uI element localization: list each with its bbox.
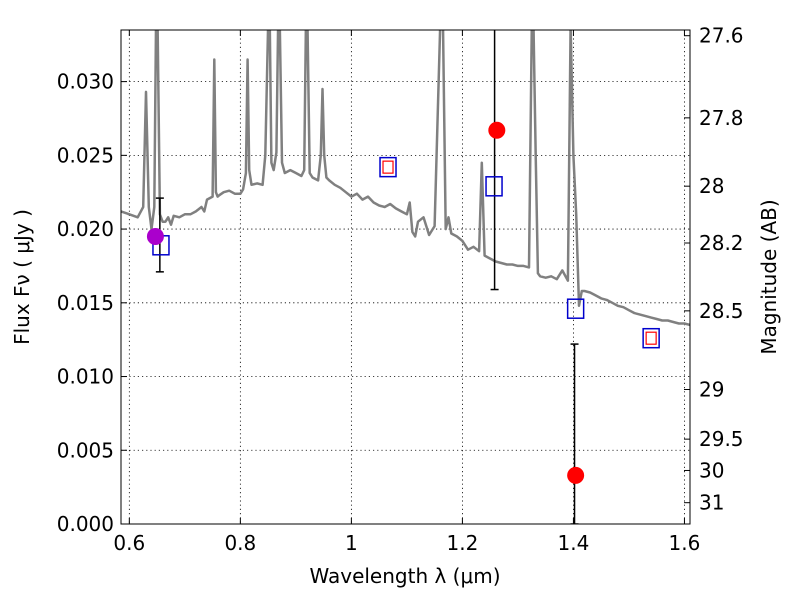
x-tick-label: 1.6 (669, 531, 701, 555)
right-tick-label: 28 (699, 174, 724, 198)
x-tick-label: 0.8 (224, 531, 256, 555)
spectrum-layer (121, 30, 690, 327)
right-tick-label: 30 (699, 458, 724, 482)
right-axis-title: Magnitude (AB) (757, 199, 781, 354)
model-box (566, 298, 585, 319)
plot-frame (120, 29, 691, 525)
x-tick-label: 1.4 (558, 531, 590, 555)
right-tick-label: 27.6 (699, 24, 744, 48)
model-box (485, 176, 503, 197)
model-point (379, 156, 397, 178)
right-tick-labels: 27.6 27.8 28 28.2 28.5 29 29.5 30 31 (699, 24, 744, 515)
observed-point (488, 121, 506, 139)
errorbar (490, 30, 499, 291)
errorbar (570, 343, 579, 524)
ticks (121, 30, 690, 525)
right-tick-label: 29 (699, 378, 724, 402)
model-point (642, 327, 660, 349)
gridlines (121, 30, 690, 525)
y-tick-label: 0.010 (57, 365, 114, 389)
y-tick-label: 0.005 (57, 438, 114, 462)
observed-point (146, 227, 164, 245)
y-tick-label: 0.015 (57, 291, 114, 315)
x-tick-labels: 0.6 0.8 1 1.2 1.4 1.6 (113, 531, 700, 555)
x-tick-label: 0.6 (113, 531, 145, 555)
right-tick-label: 31 (699, 491, 724, 515)
model-box (379, 156, 397, 178)
right-tick-label: 28.2 (699, 231, 744, 255)
model-inner-box (382, 160, 394, 174)
right-tick-label: 28.5 (699, 299, 744, 323)
model-point (485, 176, 503, 197)
x-tick-label: 1.2 (446, 531, 478, 555)
right-tick-label: 29.5 (699, 427, 744, 451)
model-box (642, 327, 660, 349)
observed-point (567, 466, 585, 484)
y-tick-label: 0.030 (57, 70, 114, 94)
spectrum-line (121, 30, 690, 327)
x-axis-title: Wavelength λ (μm) (309, 564, 500, 588)
y-tick-label: 0.020 (57, 217, 114, 241)
model-point-layer (152, 156, 660, 349)
x-tick-label: 1 (345, 531, 358, 555)
errorbar-layer (155, 30, 579, 524)
model-point (566, 298, 585, 319)
y-tick-labels: 0.000 0.005 0.010 0.015 0.020 0.025 0.030 (57, 70, 114, 536)
right-tick-label: 27.8 (699, 106, 744, 130)
y-axis-title: Flux Fν ( μJy ) (10, 209, 34, 345)
y-tick-label: 0.025 (57, 143, 114, 167)
observed-point-layer (146, 121, 585, 484)
model-inner-box (645, 331, 657, 345)
y-tick-label: 0.000 (57, 512, 114, 536)
